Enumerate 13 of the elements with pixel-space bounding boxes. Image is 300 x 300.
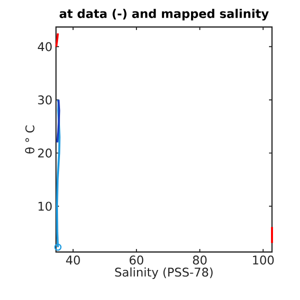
y-tick-label: 30 <box>38 95 52 104</box>
x-tick-label: 60 <box>130 256 144 265</box>
chart-title: at data (-) and mapped salinity <box>60 8 269 20</box>
x-tick-label: 100 <box>253 256 274 265</box>
x-axis-title: Salinity (PSS-78) <box>115 267 213 279</box>
y-axis-title: θ ° C <box>25 126 34 154</box>
y-tick-label: 10 <box>38 202 52 211</box>
x-tick-label: 80 <box>192 256 207 265</box>
y-tick-label: 40 <box>38 42 52 52</box>
x-tick-label: 40 <box>66 256 80 265</box>
y-tick-label: 20 <box>38 148 52 158</box>
line-series <box>56 98 60 144</box>
line-series <box>56 98 60 248</box>
